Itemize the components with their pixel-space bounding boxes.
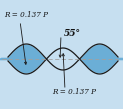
Bar: [0, 0, 10, 57]
Text: R = 0.137 P: R = 0.137 P: [52, 88, 96, 96]
Bar: [0, 61, 10, 109]
Polygon shape: [0, 0, 123, 70]
Text: 55°: 55°: [64, 29, 81, 38]
Text: R = 0.137 P: R = 0.137 P: [4, 11, 48, 19]
Polygon shape: [0, 48, 123, 109]
